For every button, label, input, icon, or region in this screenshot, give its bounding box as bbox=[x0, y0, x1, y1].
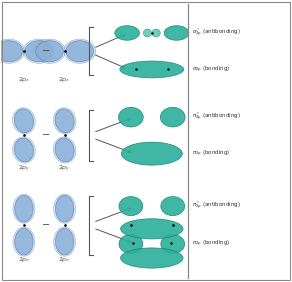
Ellipse shape bbox=[15, 228, 33, 255]
Text: $\sigma^*_{2p}$ (antibonding): $\sigma^*_{2p}$ (antibonding) bbox=[192, 27, 241, 39]
Text: $2p_x$: $2p_x$ bbox=[58, 255, 71, 264]
Text: −: − bbox=[42, 220, 50, 230]
Ellipse shape bbox=[119, 197, 143, 216]
Ellipse shape bbox=[121, 142, 182, 165]
Text: $2p_y$: $2p_y$ bbox=[58, 164, 71, 174]
Ellipse shape bbox=[13, 137, 35, 163]
Text: −: − bbox=[42, 46, 50, 56]
Text: −: − bbox=[42, 130, 50, 140]
Text: $\sigma_{2p}$ (bonding): $\sigma_{2p}$ (bonding) bbox=[192, 64, 231, 74]
Ellipse shape bbox=[53, 108, 76, 134]
Ellipse shape bbox=[23, 39, 55, 63]
Ellipse shape bbox=[25, 41, 53, 62]
Ellipse shape bbox=[143, 29, 152, 37]
Ellipse shape bbox=[164, 26, 189, 40]
Ellipse shape bbox=[36, 41, 63, 62]
Ellipse shape bbox=[161, 234, 185, 254]
Ellipse shape bbox=[64, 39, 95, 63]
Text: $2p_z$: $2p_z$ bbox=[58, 75, 71, 84]
Ellipse shape bbox=[119, 234, 143, 254]
Text: $\pi_{2p}$ (bonding): $\pi_{2p}$ (bonding) bbox=[192, 238, 231, 248]
Ellipse shape bbox=[160, 107, 185, 127]
Text: $2p_y$: $2p_y$ bbox=[18, 164, 30, 174]
Ellipse shape bbox=[0, 41, 23, 62]
Ellipse shape bbox=[54, 227, 76, 256]
Ellipse shape bbox=[152, 29, 160, 37]
Text: $2p_z$: $2p_z$ bbox=[18, 75, 30, 84]
Ellipse shape bbox=[13, 108, 35, 134]
Ellipse shape bbox=[66, 41, 93, 62]
Ellipse shape bbox=[54, 194, 76, 223]
Ellipse shape bbox=[55, 138, 74, 162]
Text: $\pi^*_{2p}$ (antibonding): $\pi^*_{2p}$ (antibonding) bbox=[192, 200, 241, 212]
Ellipse shape bbox=[121, 219, 183, 239]
Ellipse shape bbox=[55, 195, 74, 222]
Ellipse shape bbox=[115, 26, 140, 40]
Ellipse shape bbox=[13, 227, 35, 256]
Ellipse shape bbox=[15, 195, 33, 222]
Ellipse shape bbox=[14, 138, 34, 162]
Ellipse shape bbox=[34, 39, 65, 63]
Ellipse shape bbox=[121, 248, 183, 268]
Text: $2p_x$: $2p_x$ bbox=[18, 255, 30, 264]
Text: $\pi^*_{2p}$ (antibonding): $\pi^*_{2p}$ (antibonding) bbox=[192, 111, 241, 123]
Ellipse shape bbox=[14, 109, 34, 133]
Ellipse shape bbox=[161, 197, 185, 216]
Ellipse shape bbox=[13, 194, 35, 223]
Ellipse shape bbox=[0, 39, 25, 63]
Ellipse shape bbox=[120, 61, 184, 78]
Ellipse shape bbox=[53, 137, 76, 163]
Ellipse shape bbox=[55, 228, 74, 255]
Ellipse shape bbox=[119, 107, 143, 127]
Text: $\pi_{2p}$ (bonding): $\pi_{2p}$ (bonding) bbox=[192, 149, 231, 159]
Ellipse shape bbox=[55, 109, 74, 133]
